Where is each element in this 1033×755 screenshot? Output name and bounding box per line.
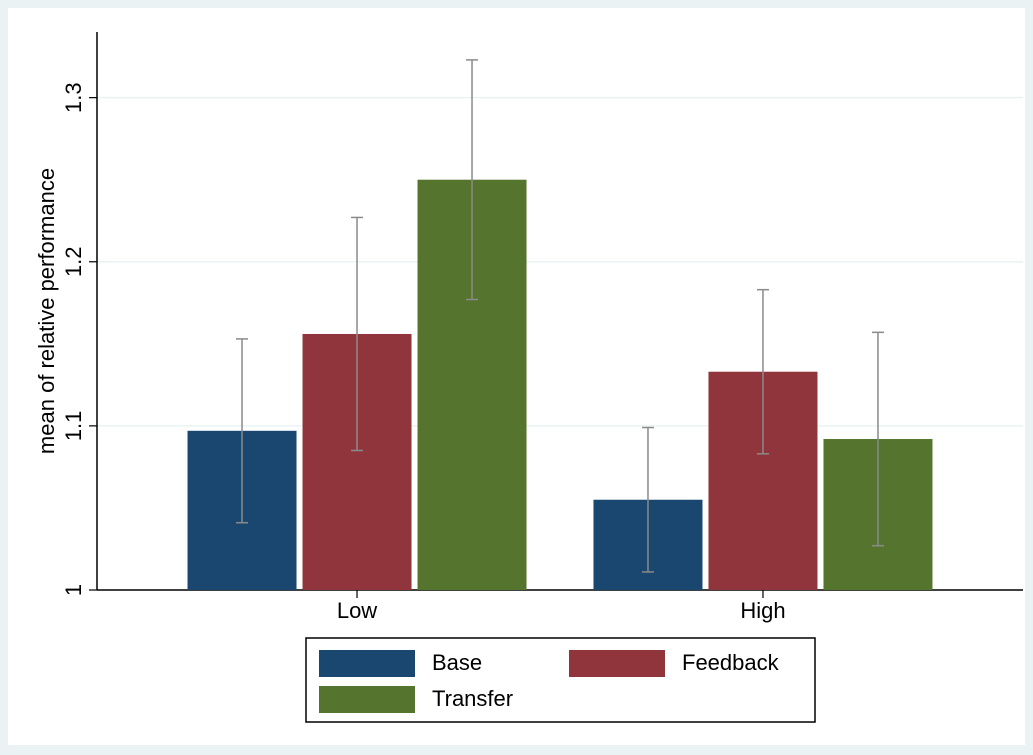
legend-label: Base [432, 650, 482, 675]
x-tick-label: Low [337, 598, 377, 623]
legend-swatch [319, 650, 415, 677]
legend-label: Feedback [682, 650, 780, 675]
y-tick-label: 1.2 [61, 246, 86, 277]
legend-swatch [319, 686, 415, 713]
legend-swatch [569, 650, 665, 677]
y-tick-label: 1.3 [61, 82, 86, 113]
x-tick-label: High [740, 598, 785, 623]
y-tick-label: 1 [61, 584, 86, 596]
y-tick-label: 1.1 [61, 411, 86, 442]
legend-label: Transfer [432, 686, 513, 711]
y-axis-label: mean of relative performance [34, 168, 59, 454]
